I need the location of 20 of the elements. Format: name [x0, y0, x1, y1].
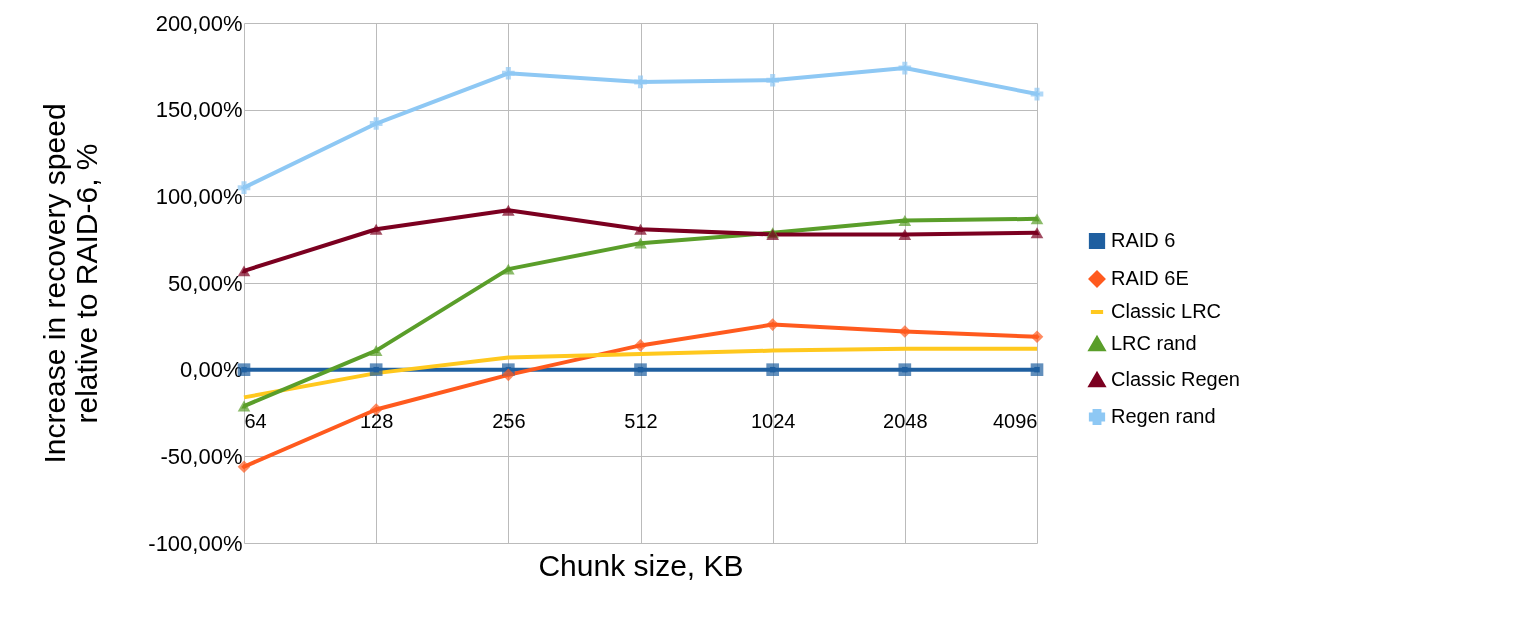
y-tick-label: -50,00% [160, 443, 243, 469]
y-tick-label: -100,00% [148, 530, 243, 556]
legend-label: Classic Regen [1111, 368, 1240, 390]
x-tick-label: 2048 [883, 410, 928, 433]
x-tick-label: 4096 [993, 410, 1038, 433]
x-tick-label: 1024 [750, 410, 796, 433]
x-tick-label: 64 [244, 410, 267, 433]
y-tick-label: 150,00% [155, 97, 243, 123]
x-axis-title: Chunk size, KB [538, 548, 744, 582]
legend-label: Regen rand [1111, 405, 1216, 427]
legend-label: RAID 6 [1111, 229, 1176, 251]
y-axis-title: Increase in recovery speed relative to RAID-6, % [38, 103, 104, 464]
legend-label: Classic LRC [1111, 300, 1222, 322]
x-tick-label: 512 [624, 410, 658, 433]
legend-label: RAID 6E [1111, 267, 1189, 289]
y-tick-label: 100,00% [155, 183, 243, 209]
x-tick-label: 256 [492, 410, 526, 433]
y-tick-label: 200,00% [155, 10, 243, 36]
legend-label: LRC rand [1111, 332, 1197, 354]
y-tick-label: 50,00% [167, 270, 243, 296]
